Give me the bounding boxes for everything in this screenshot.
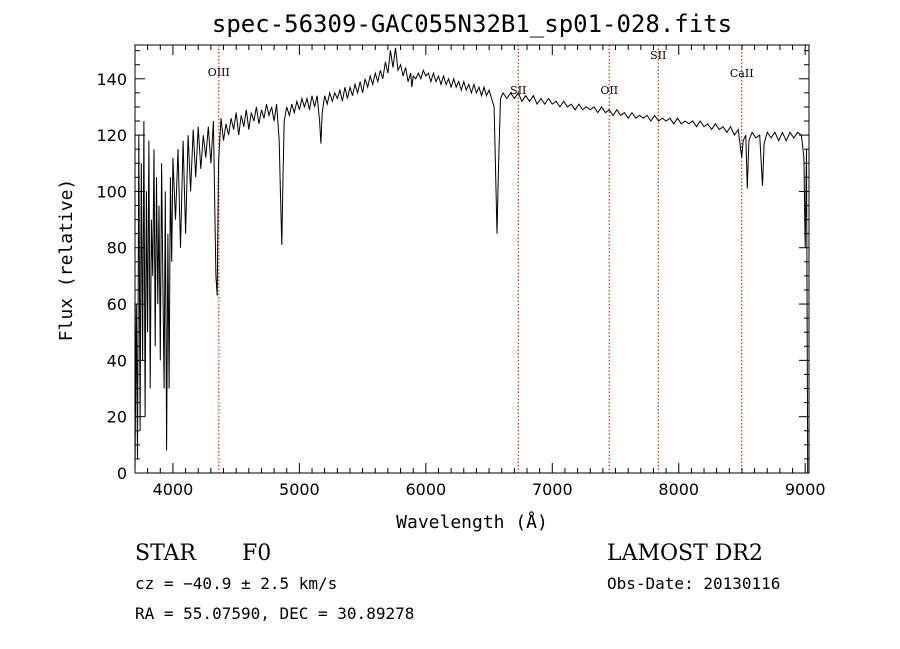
x-axis-label: Wavelength (Å) bbox=[396, 511, 548, 533]
line-marker-label: SII bbox=[510, 84, 526, 97]
y-tick-label: 100 bbox=[96, 182, 127, 201]
line-marker-label: OII bbox=[600, 84, 618, 97]
y-axis-ticks: 0 20 40 60 80 100 120 140 bbox=[96, 50, 809, 483]
y-tick-label: 0 bbox=[117, 464, 127, 483]
x-tick-label: 8000 bbox=[658, 480, 699, 499]
cz-readout: cz = −40.9 ± 2.5 km/s bbox=[135, 574, 337, 593]
object-subclass: F0 bbox=[242, 541, 271, 566]
x-tick-label: 6000 bbox=[405, 480, 446, 499]
obs-date: Obs-Date: 20130116 bbox=[607, 574, 780, 593]
x-axis-ticks: 4000 5000 6000 7000 8000 9000 bbox=[134, 45, 826, 499]
spectrum-series bbox=[134, 47, 809, 474]
y-tick-label: 40 bbox=[107, 351, 127, 370]
y-tick-label: 60 bbox=[107, 295, 127, 314]
y-tick-label: 140 bbox=[96, 70, 127, 89]
y-axis-label: Flux (relative) bbox=[56, 179, 77, 342]
y-tick-label: 80 bbox=[107, 239, 127, 258]
line-marker-label: OIII bbox=[208, 66, 230, 79]
x-tick-label: 7000 bbox=[532, 480, 573, 499]
x-tick-label: 5000 bbox=[279, 480, 320, 499]
line-marker-label: SII bbox=[650, 49, 666, 62]
radec-readout: RA = 55.07590, DEC = 30.89278 bbox=[135, 604, 414, 623]
survey-name: LAMOST DR2 bbox=[607, 541, 763, 566]
y-tick-label: 20 bbox=[107, 408, 127, 427]
object-class: STAR bbox=[135, 541, 197, 566]
plot-frame bbox=[134, 44, 810, 474]
chart-title: spec-56309-GAC055N32B1_sp01-028.fits bbox=[212, 10, 732, 38]
spectrum-line bbox=[134, 47, 809, 474]
y-tick-label: 120 bbox=[96, 126, 127, 145]
emission-line-markers: OIII SII OII SII CaII bbox=[208, 45, 754, 473]
line-marker-label: CaII bbox=[730, 67, 754, 80]
x-tick-label: 4000 bbox=[153, 480, 194, 499]
plot-area: OIII SII OII SII CaII 4000 5000 6000 7000 8000 90… bbox=[96, 44, 826, 499]
x-tick-label: 9000 bbox=[785, 480, 826, 499]
